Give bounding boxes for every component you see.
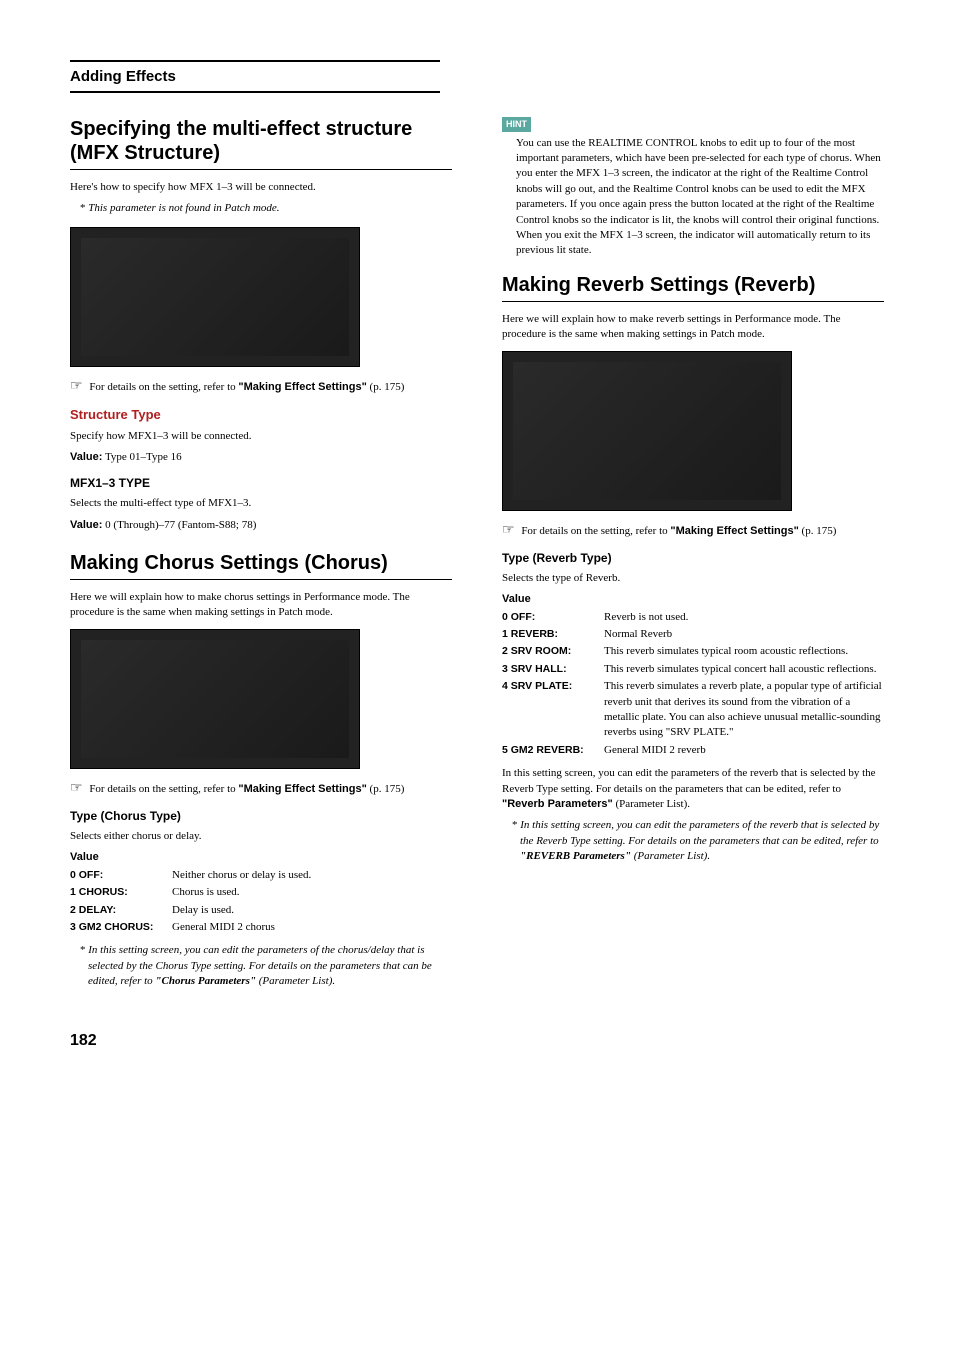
value-val: Reverb is not used.: [604, 610, 884, 625]
ref1-prefix: For details on the setting, refer to: [89, 381, 238, 393]
value-val: This reverb simulates typical concert ha…: [604, 662, 884, 677]
mfx13-type-heading: MFX1–3 TYPE: [70, 475, 452, 492]
reverb-note-bold: "REVERB Parameters": [520, 850, 631, 862]
reverb-note: * In this setting screen, you can edit t…: [512, 818, 884, 864]
reverb-value-table: Value 0 OFF:Reverb is not used. 1 REVERB…: [502, 592, 884, 758]
table-row: 2 SRV ROOM:This reverb simulates typical…: [502, 644, 884, 659]
reverb-after-bold: "Reverb Parameters": [502, 798, 613, 810]
ref-line-1: ☞ For details on the setting, refer to "…: [70, 377, 452, 397]
table-row: 1 CHORUS:Chorus is used.: [70, 885, 452, 900]
ref2-bold: "Making Effect Settings": [238, 783, 366, 795]
section-header-title: Adding Effects: [70, 68, 176, 85]
chorus-note: * In this setting screen, you can edit t…: [80, 943, 452, 989]
value-key: 3 SRV HALL:: [502, 662, 604, 677]
ref1-bold: "Making Effect Settings": [238, 381, 366, 393]
two-column-layout: Specifying the multi-effect structure (M…: [70, 117, 884, 1000]
chorus-intro: Here we will explain how to make chorus …: [70, 590, 452, 621]
table-row: 0 OFF:Reverb is not used.: [502, 610, 884, 625]
value-label: Value:: [70, 519, 102, 531]
reverb-note-suffix: (Parameter List).: [631, 850, 710, 862]
table-row: 4 SRV PLATE:This reverb simulates a reve…: [502, 679, 884, 741]
section-header-bar: Adding Effects: [70, 60, 440, 93]
hint-text: You can use the REALTIME CONTROL knobs t…: [502, 136, 884, 259]
right-column: HINT You can use the REALTIME CONTROL kn…: [502, 117, 884, 1000]
mfx-note-text: This parameter is not found in Patch mod…: [88, 202, 279, 214]
pointing-hand-icon: ☞: [502, 523, 515, 538]
table-row: 3 GM2 CHORUS:General MIDI 2 chorus: [70, 920, 452, 935]
value-key: 0 OFF:: [70, 868, 172, 883]
ref3-suffix: (p. 175): [799, 525, 837, 537]
pointing-hand-icon: ☞: [70, 379, 83, 394]
chorus-value-table: Value 0 OFF:Neither chorus or delay is u…: [70, 850, 452, 935]
value-key: 1 CHORUS:: [70, 885, 172, 900]
value-val: This reverb simulates typical room acous…: [604, 644, 884, 659]
value-head: Value: [502, 592, 884, 607]
value-val: Normal Reverb: [604, 627, 884, 642]
reverb-after-suffix: (Parameter List).: [613, 798, 690, 810]
value-key: 2 DELAY:: [70, 903, 172, 918]
chorus-type-heading: Type (Chorus Type): [70, 808, 452, 825]
value-key: 5 GM2 REVERB:: [502, 743, 604, 758]
mfx-note: * This parameter is not found in Patch m…: [80, 201, 452, 216]
value-val: General MIDI 2 reverb: [604, 743, 884, 758]
table-row: 5 GM2 REVERB:General MIDI 2 reverb: [502, 743, 884, 758]
mfx-structure-heading: Specifying the multi-effect structure (M…: [70, 117, 452, 170]
mfx13-type-value: Value: 0 (Through)–77 (Fantom-S88; 78): [70, 518, 452, 533]
reverb-type-text: Selects the type of Reverb.: [502, 571, 884, 586]
chorus-screenshot: [70, 629, 360, 769]
mfx13-type-text: Selects the multi-effect type of MFX1–3.: [70, 496, 452, 511]
ref2-suffix: (p. 175): [367, 783, 405, 795]
value-val: This reverb simulates a reverb plate, a …: [604, 679, 884, 741]
chorus-note-bold: "Chorus Parameters": [155, 975, 256, 987]
value-val: Chorus is used.: [172, 885, 452, 900]
value-key: 4 SRV PLATE:: [502, 679, 604, 741]
hint-badge: HINT: [502, 117, 531, 132]
chorus-note-suffix: (Parameter List).: [256, 975, 335, 987]
value-key: 0 OFF:: [502, 610, 604, 625]
value-val: Delay is used.: [172, 903, 452, 918]
ref1-suffix: (p. 175): [367, 381, 405, 393]
table-row: 2 DELAY:Delay is used.: [70, 903, 452, 918]
ref3-bold: "Making Effect Settings": [670, 525, 798, 537]
value-key: 1 REVERB:: [502, 627, 604, 642]
reverb-heading: Making Reverb Settings (Reverb): [502, 273, 884, 302]
reverb-after-prefix: In this setting screen, you can edit the…: [502, 767, 876, 794]
value-text: 0 (Through)–77 (Fantom-S88; 78): [102, 519, 256, 531]
reverb-intro: Here we will explain how to make reverb …: [502, 312, 884, 343]
value-val: Neither chorus or delay is used.: [172, 868, 452, 883]
structure-type-value: Value: Type 01–Type 16: [70, 450, 452, 465]
value-label: Value:: [70, 451, 102, 463]
structure-type-heading: Structure Type: [70, 406, 452, 424]
structure-type-text: Specify how MFX1–3 will be connected.: [70, 429, 452, 444]
chorus-type-text: Selects either chorus or delay.: [70, 829, 452, 844]
ref3-prefix: For details on the setting, refer to: [521, 525, 670, 537]
value-head: Value: [70, 850, 452, 865]
reverb-note-prefix: In this setting screen, you can edit the…: [520, 819, 879, 846]
table-row: 1 REVERB:Normal Reverb: [502, 627, 884, 642]
reverb-after-text: In this setting screen, you can edit the…: [502, 766, 884, 812]
table-row: 0 OFF:Neither chorus or delay is used.: [70, 868, 452, 883]
ref-line-3: ☞ For details on the setting, refer to "…: [502, 521, 884, 541]
chorus-heading: Making Chorus Settings (Chorus): [70, 551, 452, 580]
ref2-prefix: For details on the setting, refer to: [89, 783, 238, 795]
value-key: 2 SRV ROOM:: [502, 644, 604, 659]
reverb-type-heading: Type (Reverb Type): [502, 550, 884, 567]
mfx-intro: Here's how to specify how MFX 1–3 will b…: [70, 180, 452, 195]
value-text: Type 01–Type 16: [102, 451, 181, 463]
page-number: 182: [70, 1030, 884, 1052]
table-row: 3 SRV HALL:This reverb simulates typical…: [502, 662, 884, 677]
pointing-hand-icon: ☞: [70, 781, 83, 796]
reverb-screenshot: [502, 351, 792, 511]
left-column: Specifying the multi-effect structure (M…: [70, 117, 452, 1000]
mfx-structure-screenshot: [70, 227, 360, 367]
ref-line-2: ☞ For details on the setting, refer to "…: [70, 779, 452, 799]
value-val: General MIDI 2 chorus: [172, 920, 452, 935]
value-key: 3 GM2 CHORUS:: [70, 920, 172, 935]
